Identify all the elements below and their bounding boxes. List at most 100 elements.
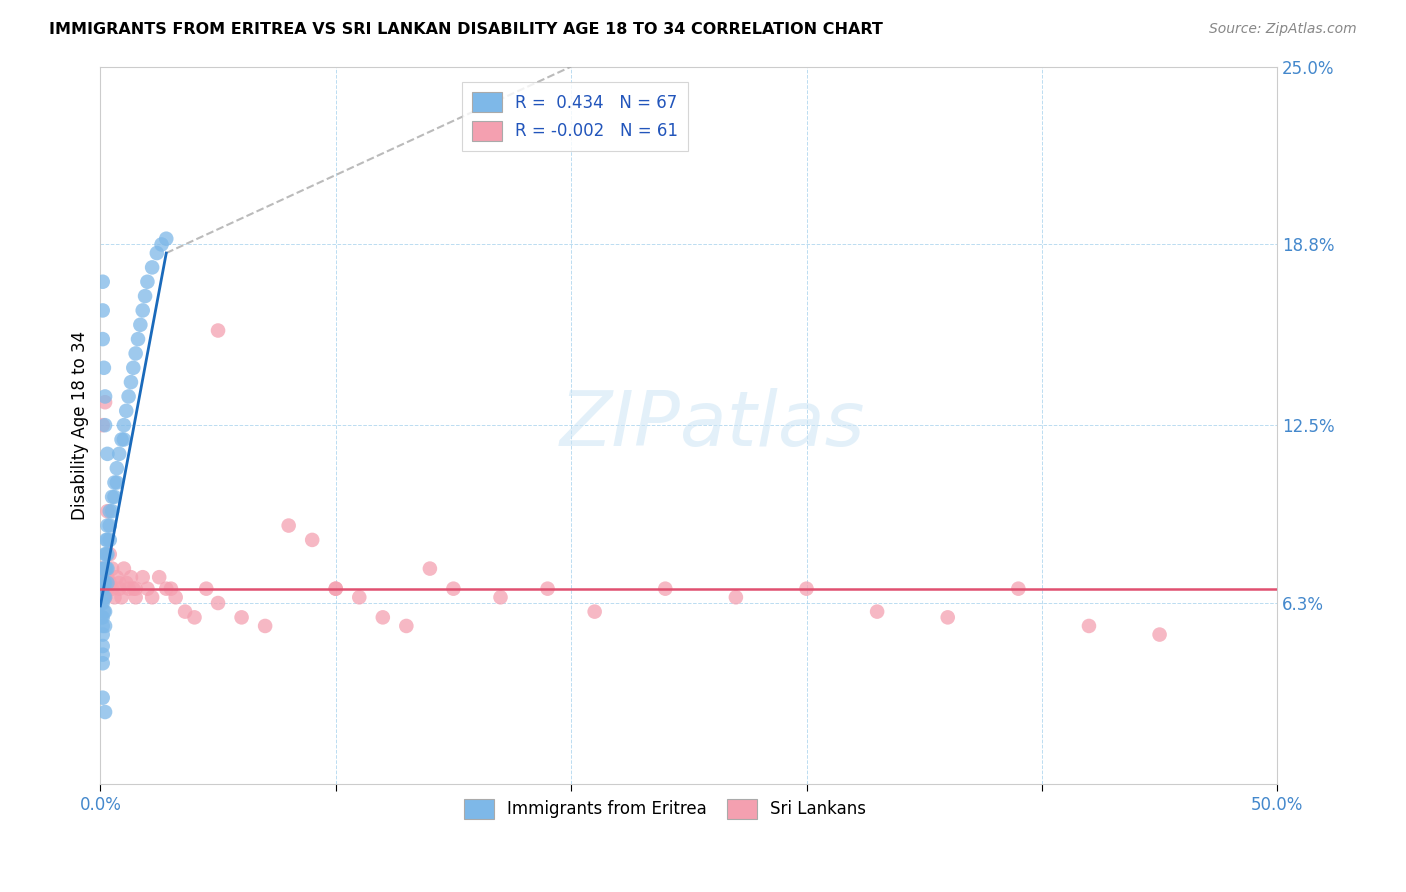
Point — [1078, 619, 1101, 633]
Point — [155, 232, 177, 246]
Point — [94, 582, 117, 596]
Point — [93, 576, 115, 591]
Point — [129, 318, 152, 332]
Point — [91, 582, 114, 596]
Point — [277, 518, 299, 533]
Point — [96, 576, 118, 591]
Point — [90, 596, 112, 610]
Point — [195, 582, 218, 596]
Point — [124, 346, 146, 360]
Point — [91, 657, 114, 671]
Point — [96, 561, 118, 575]
Point — [94, 591, 117, 605]
Point — [105, 475, 128, 490]
Point — [94, 389, 117, 403]
Point — [90, 561, 112, 575]
Text: Source: ZipAtlas.com: Source: ZipAtlas.com — [1209, 22, 1357, 37]
Point — [96, 547, 118, 561]
Point — [124, 591, 146, 605]
Point — [148, 570, 170, 584]
Point — [98, 576, 121, 591]
Point — [91, 639, 114, 653]
Point — [98, 547, 121, 561]
Point — [94, 576, 117, 591]
Point — [91, 582, 114, 596]
Point — [103, 490, 125, 504]
Point — [94, 418, 117, 433]
Point — [395, 619, 418, 633]
Point — [94, 591, 117, 605]
Point — [101, 582, 124, 596]
Point — [112, 561, 135, 575]
Point — [94, 547, 117, 561]
Point — [936, 610, 959, 624]
Point — [94, 395, 117, 409]
Point — [96, 504, 118, 518]
Point — [105, 570, 128, 584]
Point — [536, 582, 558, 596]
Point — [207, 596, 229, 610]
Point — [120, 570, 142, 584]
Point — [93, 561, 115, 575]
Point — [654, 582, 676, 596]
Point — [108, 447, 131, 461]
Point — [120, 375, 142, 389]
Point — [155, 582, 177, 596]
Point — [174, 605, 197, 619]
Point — [96, 570, 118, 584]
Point — [91, 619, 114, 633]
Point — [122, 582, 145, 596]
Point — [150, 237, 173, 252]
Point — [325, 582, 347, 596]
Point — [91, 576, 114, 591]
Point — [796, 582, 818, 596]
Point — [108, 576, 131, 591]
Point — [146, 246, 169, 260]
Point — [110, 591, 132, 605]
Point — [183, 610, 205, 624]
Point — [96, 547, 118, 561]
Point — [90, 561, 112, 575]
Point — [127, 332, 149, 346]
Point — [1007, 582, 1029, 596]
Point — [371, 610, 394, 624]
Point — [136, 582, 159, 596]
Point — [91, 418, 114, 433]
Point — [160, 582, 183, 596]
Point — [231, 610, 253, 624]
Point — [94, 705, 117, 719]
Point — [134, 289, 156, 303]
Point — [141, 260, 163, 275]
Point — [115, 576, 138, 591]
Point — [124, 582, 146, 596]
Point — [96, 518, 118, 533]
Point — [91, 648, 114, 662]
Point — [91, 275, 114, 289]
Point — [301, 533, 323, 547]
Point — [91, 627, 114, 641]
Point — [108, 582, 131, 596]
Point — [141, 591, 163, 605]
Point — [325, 582, 347, 596]
Point — [93, 567, 115, 582]
Point — [112, 418, 135, 433]
Point — [93, 591, 115, 605]
Point — [110, 433, 132, 447]
Point — [93, 360, 115, 375]
Point — [254, 619, 277, 633]
Point — [98, 504, 121, 518]
Point — [1149, 627, 1171, 641]
Point — [132, 570, 155, 584]
Text: IMMIGRANTS FROM ERITREA VS SRI LANKAN DISABILITY AGE 18 TO 34 CORRELATION CHART: IMMIGRANTS FROM ERITREA VS SRI LANKAN DI… — [49, 22, 883, 37]
Point — [583, 605, 606, 619]
Point — [441, 582, 464, 596]
Point — [91, 610, 114, 624]
Point — [91, 303, 114, 318]
Point — [91, 596, 114, 610]
Point — [98, 533, 121, 547]
Point — [122, 360, 145, 375]
Point — [96, 533, 118, 547]
Point — [117, 582, 139, 596]
Point — [724, 591, 747, 605]
Point — [132, 303, 155, 318]
